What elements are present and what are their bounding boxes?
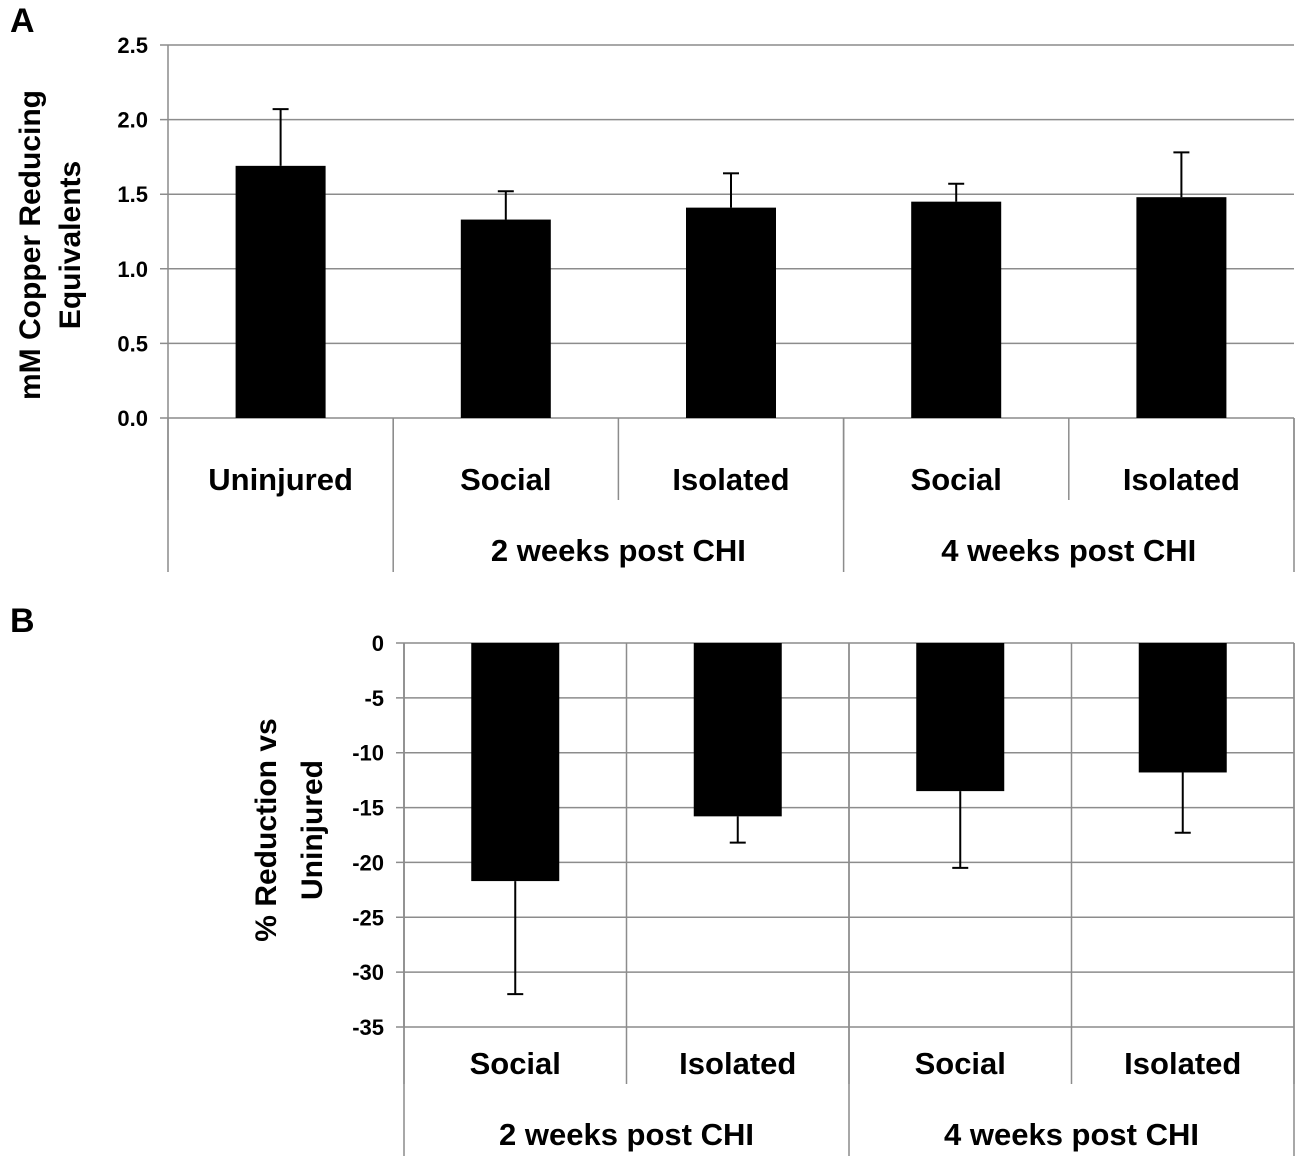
panel-a-bar [686,207,776,418]
panel-a-group-label: 4 weeks post CHI [941,533,1196,568]
panel-a-group-label: 2 weeks post CHI [491,533,746,568]
panel-b-ytick-label: -30 [352,960,384,985]
panel-a-ytick-label: 2.0 [117,108,148,133]
panel-a-bar [460,219,551,418]
panel-a-ytick-label: 0.5 [117,331,148,356]
panel-b-bar [471,643,560,882]
panel-b-category-label: Social [470,1046,561,1081]
panel-a-bar [911,201,1002,418]
panel-b-ytick-label: -5 [364,686,384,711]
panel-b-ytick-label: -20 [352,850,384,875]
panel-b-category-label: Social [915,1046,1006,1081]
panel-b-group-label: 4 weeks post CHI [944,1117,1199,1152]
panel-b-ytick-label: -10 [352,741,384,766]
panel-b-category-label: Isolated [679,1046,796,1081]
panel-a-ytick-label: 0.0 [117,406,148,431]
panel-a-category-label: Social [460,462,551,497]
panel-b-ytick-label: -35 [352,1015,384,1040]
panel-a: 0.0 0.5 1.0 1.5 2.0 2.5 Uninjured Social Isolate… [117,33,1295,572]
panel-b-ytick-label: -25 [352,905,384,930]
panel-a-label: A [10,2,35,40]
panel-a-ytick-label: 1.0 [117,257,148,282]
panel-a-category-label: Isolated [672,462,789,497]
panel-b-bar [1138,643,1227,773]
panel-a-ylabel-line2: Equivalents [54,161,87,329]
panel-b-ylabel-line2: Uninjured [296,760,329,900]
panel-b-label: B [10,602,35,640]
panel-b: 0 -5 -10 -15 -20 -25 -30 -35 Social Isolated Socia… [352,631,1295,1156]
panel-b-bar [916,643,1005,792]
panel-a-category-label: Isolated [1123,462,1240,497]
panel-b-ytick-label: 0 [372,631,384,656]
panel-a-category-label: Uninjured [208,462,353,497]
panel-b-group-label: 2 weeks post CHI [499,1117,754,1152]
panel-a-bar [235,165,326,418]
panel-a-ytick-label: 1.5 [117,182,148,207]
panel-a-bar [1136,197,1227,418]
panel-b-ylabel-line1: % Reduction vs [250,718,283,941]
panel-a-ytick-label: 2.5 [117,33,148,58]
panel-b-category-label: Isolated [1124,1046,1241,1081]
panel-b-bar [693,643,782,817]
panel-a-ylabel-line1: mM Copper Reducing [14,90,47,400]
panel-a-category-label: Social [911,462,1002,497]
panel-b-ytick-label: -15 [352,796,384,821]
